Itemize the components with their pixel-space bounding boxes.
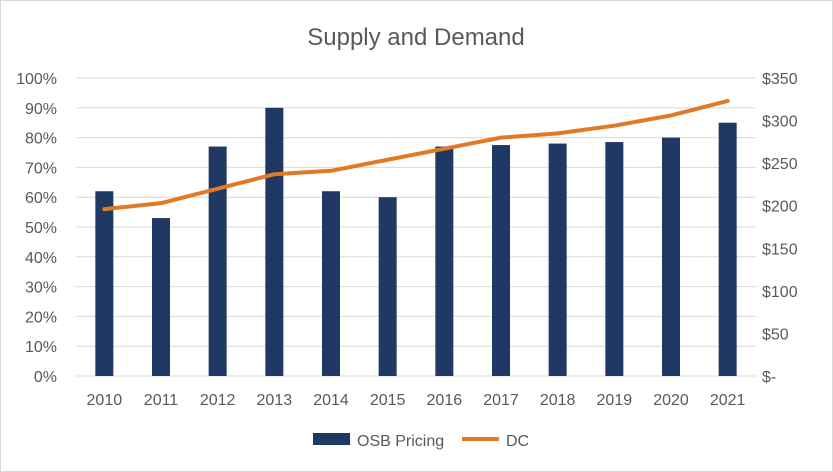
line-series xyxy=(102,98,730,212)
right-tick-label: $350 xyxy=(762,71,798,88)
bar xyxy=(208,146,227,376)
x-tick-label: 2019 xyxy=(597,392,633,409)
legend: OSB Pricing DC xyxy=(313,433,529,450)
bar-series xyxy=(95,107,737,377)
bar xyxy=(322,191,340,376)
left-tick-label: 70% xyxy=(25,160,57,177)
x-tick-label: 2018 xyxy=(540,392,576,409)
x-tick-label: 2015 xyxy=(370,392,406,409)
bar xyxy=(95,191,114,376)
bar xyxy=(378,197,397,376)
bar xyxy=(662,137,680,376)
x-tick-label: 2021 xyxy=(710,392,746,409)
left-tick-label: 30% xyxy=(25,280,57,297)
bar xyxy=(435,146,454,376)
x-tick-label: 2012 xyxy=(200,392,236,409)
right-tick-label: $200 xyxy=(762,199,798,216)
legend-label-osb-pricing: OSB Pricing xyxy=(357,433,444,450)
left-tick-label: 60% xyxy=(25,190,57,207)
bar xyxy=(265,107,284,377)
legend-swatch-osb-pricing xyxy=(313,433,350,445)
right-tick-label: $250 xyxy=(762,156,798,173)
left-axis: 0% 10% 20% 30% 40% 50% 60% 70% 80% 90% 100% xyxy=(16,71,57,386)
legend-label-dc: DC xyxy=(506,433,529,450)
x-tick-label: 2011 xyxy=(144,392,179,409)
x-tick-label: 2016 xyxy=(427,392,463,409)
bar xyxy=(605,142,624,376)
right-tick-label: $300 xyxy=(762,114,798,131)
x-tick-label: 2013 xyxy=(257,392,293,409)
x-tick-label: 2017 xyxy=(483,392,519,409)
right-tick-label: $150 xyxy=(762,241,798,258)
x-axis: 2010 2011 2012 2013 2014 2015 2016 2017 2018 2019… xyxy=(87,392,746,409)
left-tick-label: 20% xyxy=(25,309,57,326)
chart-title: Supply and Demand xyxy=(307,24,524,51)
right-tick-label: $- xyxy=(762,369,776,386)
right-tick-label: $100 xyxy=(762,284,798,301)
right-tick-label: $50 xyxy=(762,326,789,343)
x-tick-label: 2010 xyxy=(87,392,123,409)
left-tick-label: 40% xyxy=(25,250,57,267)
x-tick-label: 2020 xyxy=(653,392,689,409)
left-tick-label: 90% xyxy=(25,101,57,118)
bar xyxy=(548,143,567,376)
line-path xyxy=(102,98,730,212)
left-tick-label: 80% xyxy=(25,131,57,148)
left-tick-label: 100% xyxy=(16,71,57,88)
left-tick-label: 50% xyxy=(25,220,57,237)
left-tick-label: 0% xyxy=(34,369,57,386)
x-tick-label: 2014 xyxy=(313,392,349,409)
bar xyxy=(152,218,170,376)
right-axis: $- $50 $100 $150 $200 $250 $300 $350 xyxy=(762,71,798,386)
left-tick-label: 10% xyxy=(25,339,57,356)
gridlines xyxy=(76,77,756,377)
bar xyxy=(492,145,510,376)
bar xyxy=(718,122,737,376)
